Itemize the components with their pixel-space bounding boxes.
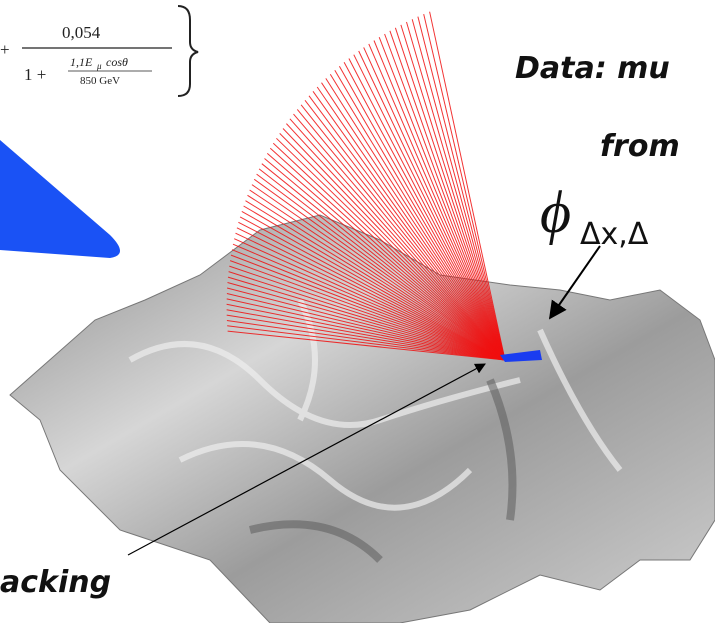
formula: + 0,054 1 + 1,1E μ cosθ 850 GeV (0, 6, 198, 96)
slide: + 0,054 1 + 1,1E μ cosθ 850 GeV Data: mu… (0, 0, 715, 623)
formula-one: 1 + (24, 65, 46, 84)
inner-denominator: 850 GeV (80, 75, 120, 87)
formula-plus: + (0, 40, 10, 59)
inner-num-base: 1,1E (70, 55, 93, 69)
heading-line2: from (600, 129, 680, 164)
blue-pointer (0, 140, 120, 258)
phi-subscript: Δx,Δ (580, 217, 649, 252)
brace (178, 6, 198, 96)
heading-line1: Data: mu (515, 51, 670, 86)
caption: acking (0, 565, 111, 600)
inner-num-rest: cosθ (106, 55, 128, 69)
formula-numerator: 0,054 (62, 23, 101, 42)
phi-symbol: ϕ (540, 179, 571, 245)
inner-num-sub: μ (96, 61, 102, 71)
